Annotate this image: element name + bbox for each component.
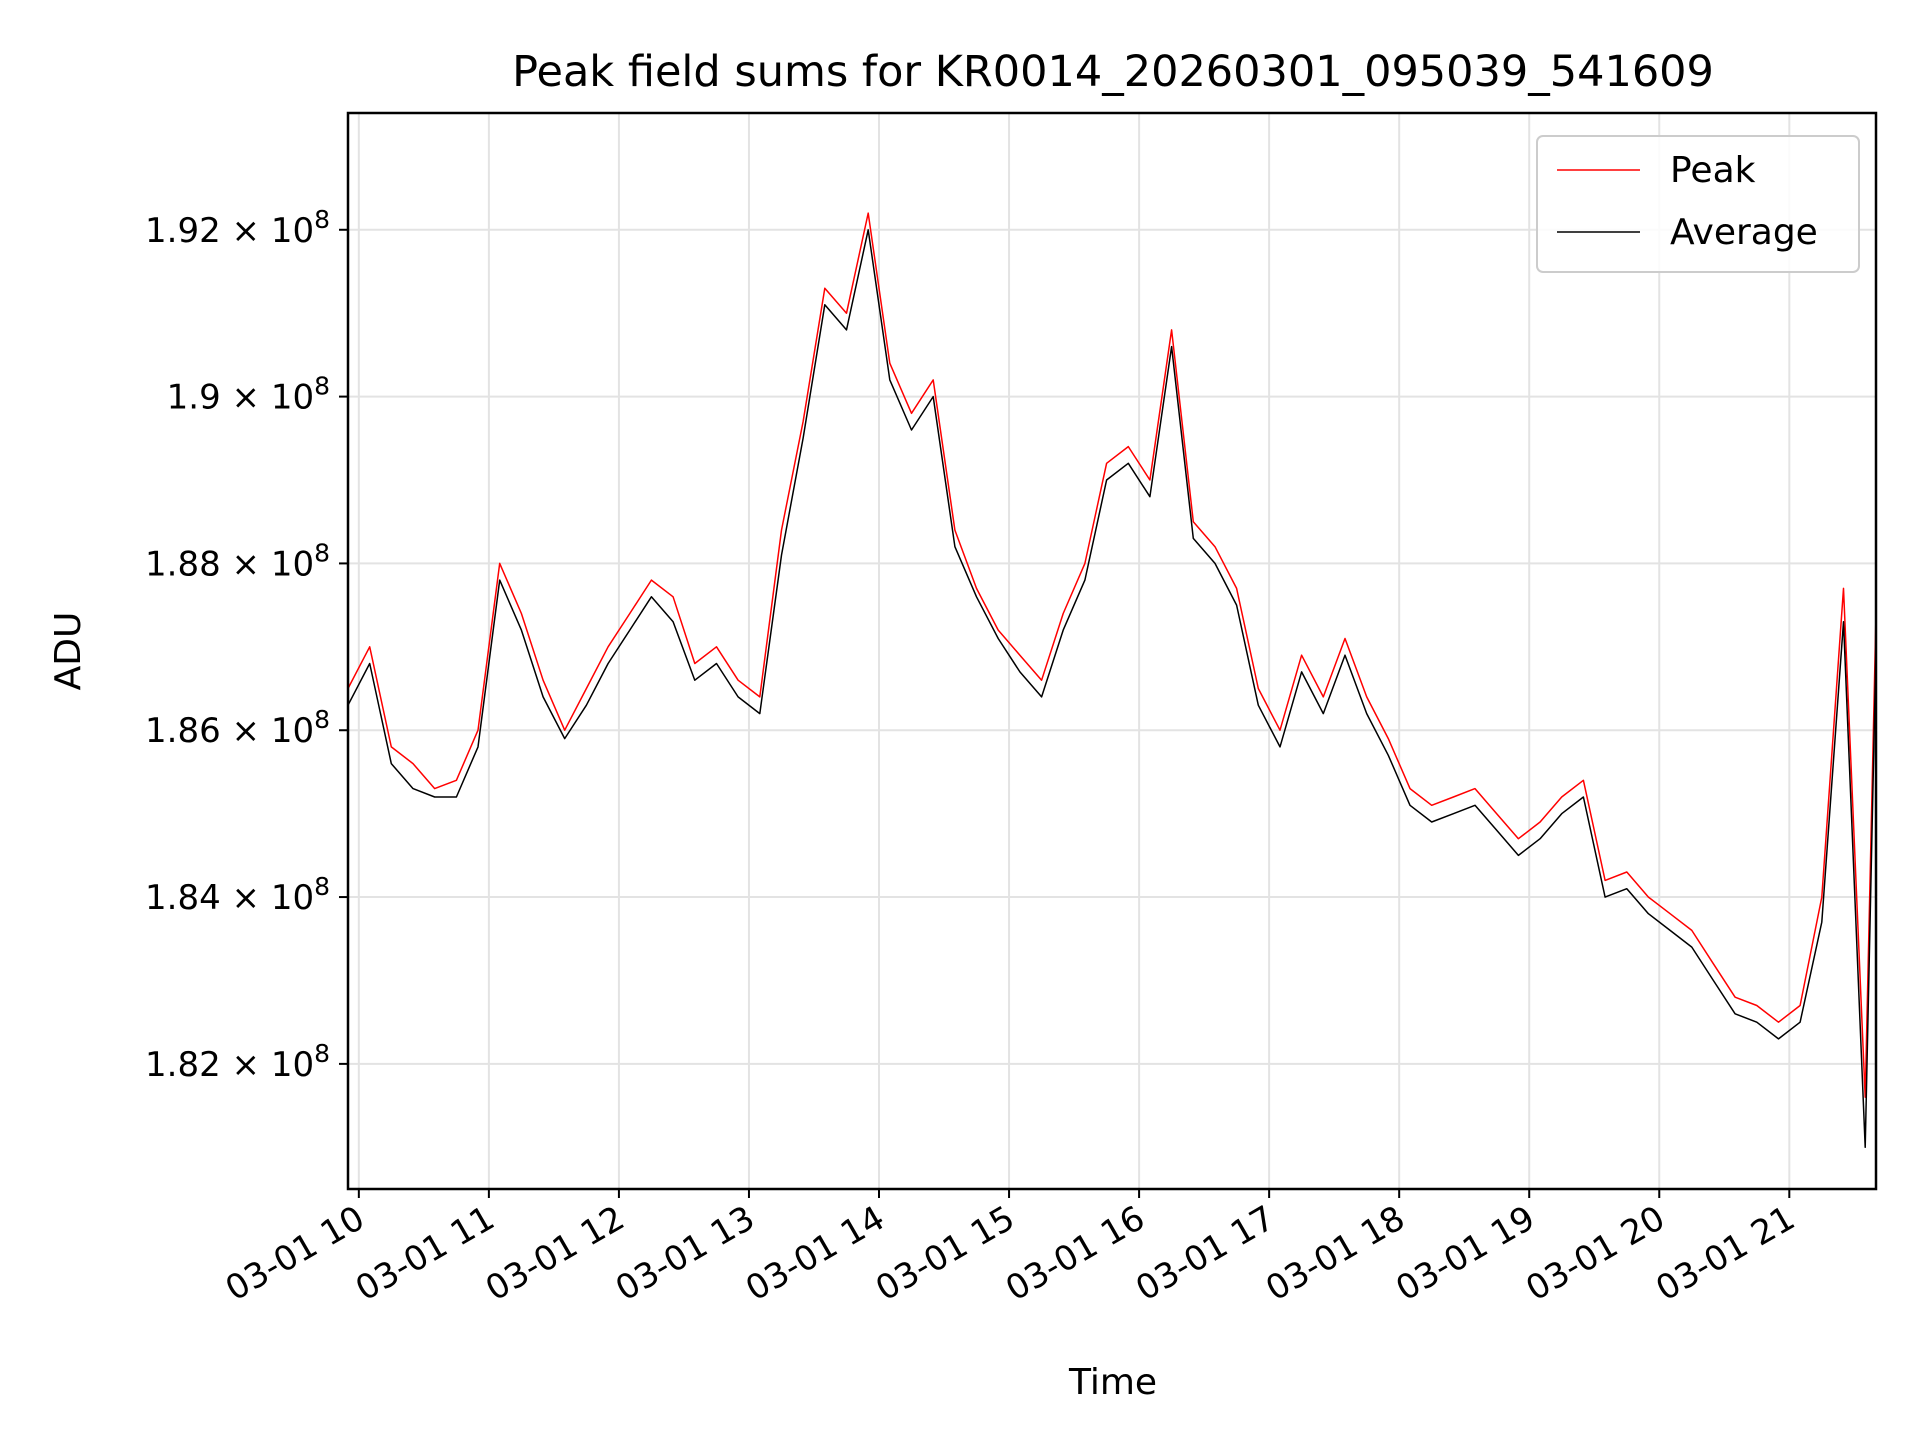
y-tick-label-0: 1.82 × 108 bbox=[145, 1039, 330, 1085]
y-axis-label: ADU bbox=[48, 612, 89, 691]
y-tick-label-5: 1.92 × 108 bbox=[145, 205, 330, 251]
y-axis-ticks: 1.82 × 108 1.84 × 108 1.86 × 108 1.88 × 108… bbox=[145, 205, 348, 1085]
series-layer bbox=[347, 212, 1877, 1149]
y-tick-label-2: 1.86 × 108 bbox=[145, 705, 330, 751]
y-tick-label-3: 1.88 × 108 bbox=[145, 538, 330, 584]
legend-label-peak: Peak bbox=[1670, 150, 1756, 191]
y-tick-label-1: 1.84 × 108 bbox=[145, 872, 330, 918]
legend: Peak Average bbox=[1536, 135, 1860, 273]
plot-frame bbox=[346, 111, 1878, 1191]
chart-title: Peak field sums for KR0014_20260301_0950… bbox=[512, 47, 1714, 97]
series-line-peak bbox=[347, 212, 1877, 1098]
grid-lines bbox=[348, 113, 1876, 1189]
y-tick-label-4: 1.9 × 108 bbox=[167, 372, 330, 418]
series-line-average bbox=[347, 229, 1877, 1149]
x-axis-label: Time bbox=[1068, 1362, 1157, 1403]
legend-label-average: Average bbox=[1670, 212, 1818, 253]
